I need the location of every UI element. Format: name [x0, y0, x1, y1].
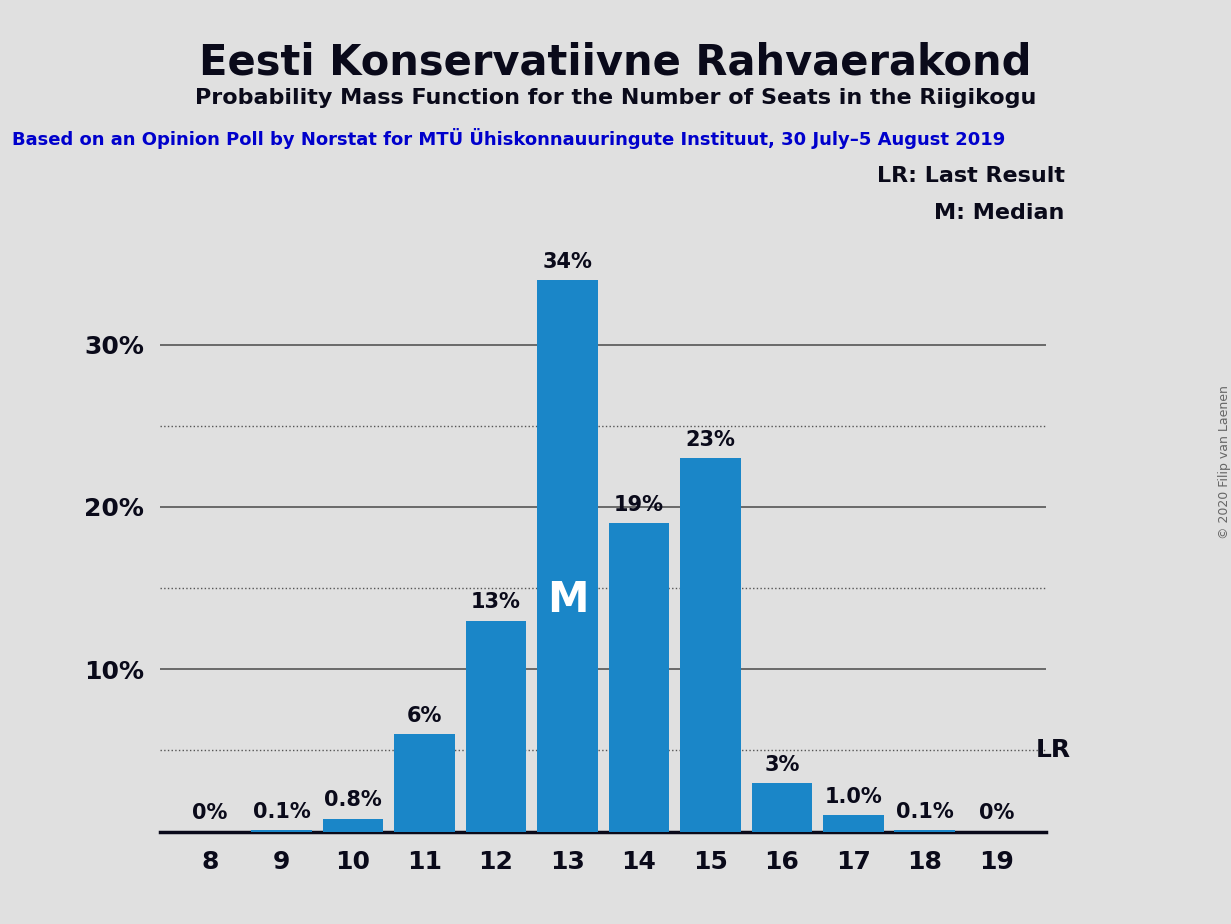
Bar — [251, 830, 311, 832]
Text: 6%: 6% — [406, 706, 442, 726]
Bar — [465, 621, 527, 832]
Text: 0.8%: 0.8% — [324, 791, 382, 810]
Text: 19%: 19% — [614, 495, 664, 515]
Text: 0.1%: 0.1% — [896, 802, 954, 821]
Text: 23%: 23% — [686, 431, 735, 450]
Text: LR: LR — [1035, 738, 1071, 762]
Bar — [537, 280, 598, 832]
Text: 0%: 0% — [979, 804, 1014, 823]
Text: 0%: 0% — [192, 804, 228, 823]
Bar — [608, 523, 670, 832]
Text: 13%: 13% — [471, 592, 521, 613]
Text: 3%: 3% — [764, 755, 800, 775]
Text: Based on an Opinion Poll by Norstat for MTÜ Ühiskonnauuringute Instituut, 30 Jul: Based on an Opinion Poll by Norstat for … — [12, 128, 1006, 149]
Text: LR: Last Result: LR: Last Result — [876, 166, 1065, 187]
Text: 34%: 34% — [543, 251, 592, 272]
Text: © 2020 Filip van Laenen: © 2020 Filip van Laenen — [1219, 385, 1231, 539]
Text: M: Median: M: Median — [934, 203, 1065, 224]
Text: Probability Mass Function for the Number of Seats in the Riigikogu: Probability Mass Function for the Number… — [194, 88, 1037, 108]
Bar — [751, 783, 812, 832]
Bar — [680, 458, 741, 832]
Bar — [323, 819, 383, 832]
Bar — [824, 815, 884, 832]
Bar — [394, 735, 455, 832]
Text: Eesti Konservatiivne Rahvaerakond: Eesti Konservatiivne Rahvaerakond — [199, 42, 1032, 83]
Text: M: M — [547, 578, 588, 621]
Bar — [895, 830, 955, 832]
Text: 0.1%: 0.1% — [252, 802, 310, 821]
Text: 1.0%: 1.0% — [825, 787, 883, 808]
